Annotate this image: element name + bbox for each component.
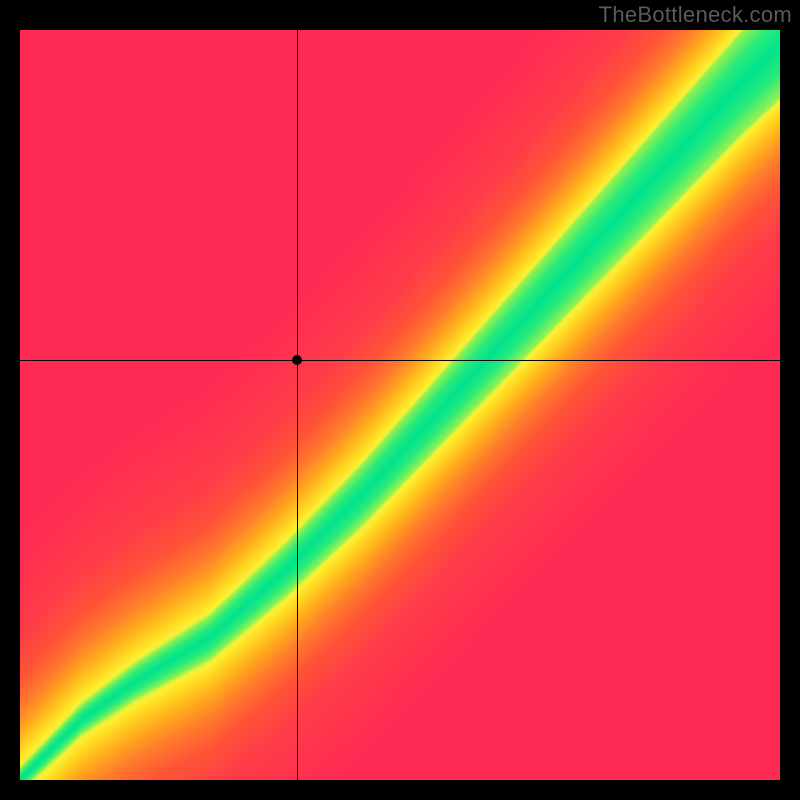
chart-frame: TheBottleneck.com — [0, 0, 800, 800]
crosshair-horizontal — [20, 360, 780, 361]
watermark-text: TheBottleneck.com — [599, 2, 792, 28]
selection-marker — [292, 355, 302, 365]
heatmap-canvas — [20, 30, 780, 780]
crosshair-vertical — [297, 30, 298, 780]
plot-area — [20, 30, 780, 780]
